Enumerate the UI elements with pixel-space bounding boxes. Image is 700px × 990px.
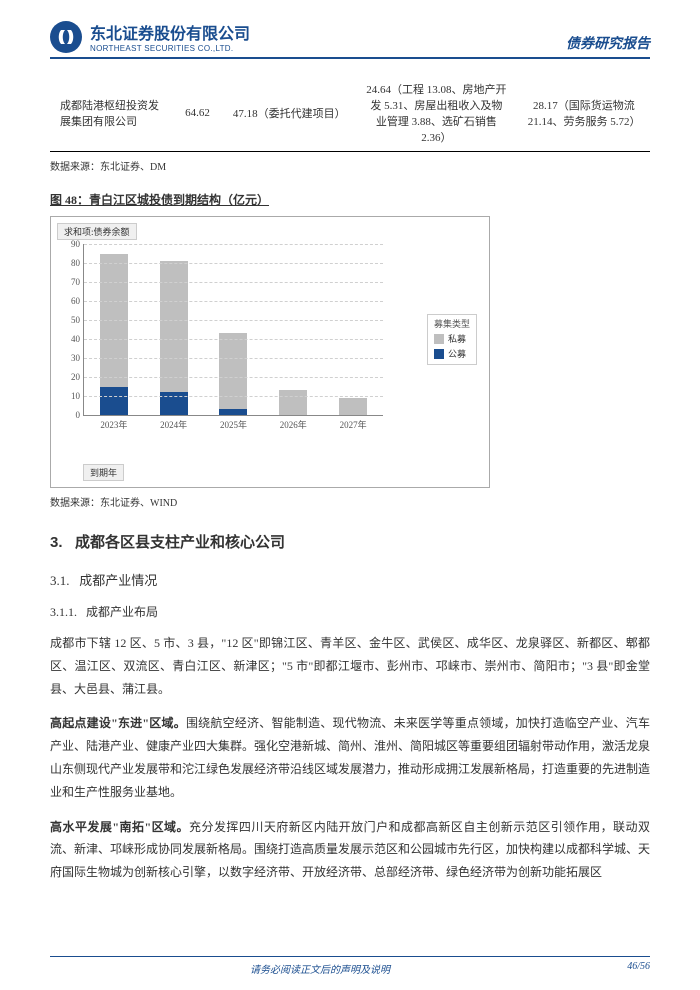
bar-segment-private <box>339 398 367 415</box>
company-name-cn: 东北证券股份有限公司 <box>90 20 250 44</box>
legend-swatch-private <box>434 334 444 344</box>
legend-label-private: 私募 <box>448 332 466 345</box>
bar-slot: 2023年 <box>94 244 134 415</box>
grid-line <box>84 301 383 302</box>
table-cell: 成都陆港枢纽投资发展集团有限公司 <box>50 75 172 152</box>
x-tick-label: 2027年 <box>340 418 367 431</box>
bar-slot: 2024年 <box>154 244 194 415</box>
y-tick-label: 10 <box>60 391 80 401</box>
chart-legend: 募集类型 私募 公募 <box>427 314 477 365</box>
data-table: 成都陆港枢纽投资发展集团有限公司 64.62 47.18（委托代建项目） 24.… <box>50 75 650 152</box>
legend-title: 募集类型 <box>434 317 470 330</box>
section-heading-2: 3.1. 成都产业情况 <box>50 570 650 589</box>
report-type: 债券研究报告 <box>566 33 650 53</box>
page-header: 东北证券股份有限公司 NORTHEAST SECURITIES CO.,LTD.… <box>50 20 650 59</box>
table-cell: 24.64（工程 13.08、房地产开发 5.31、房屋出租收入及物业管理 3.… <box>355 75 518 152</box>
page-number: 46/56 <box>590 961 650 976</box>
grid-line <box>84 282 383 283</box>
grid-line <box>84 244 383 245</box>
legend-swatch-public <box>434 349 444 359</box>
y-tick-label: 20 <box>60 372 80 382</box>
table-row: 成都陆港枢纽投资发展集团有限公司 64.62 47.18（委托代建项目） 24.… <box>50 75 650 152</box>
grid-line <box>84 358 383 359</box>
y-tick-label: 40 <box>60 334 80 344</box>
x-tick-label: 2023年 <box>100 418 127 431</box>
section-heading-1: 3. 成都各区县支柱产业和核心公司 <box>50 531 650 552</box>
chart-sum-label: 求和项:债券余额 <box>57 223 137 240</box>
grid-line <box>84 339 383 340</box>
h3-number: 3.1.1. <box>50 605 77 619</box>
h2-number: 3.1. <box>50 573 70 588</box>
bar-segment-private <box>160 261 188 392</box>
bar-segment-private <box>279 390 307 415</box>
company-logo-block: 东北证券股份有限公司 NORTHEAST SECURITIES CO.,LTD. <box>50 20 250 53</box>
h1-text: 成都各区县支柱产业和核心公司 <box>75 534 285 551</box>
x-tick-label: 2026年 <box>280 418 307 431</box>
grid-line <box>84 377 383 378</box>
body-paragraph: 成都市下辖 12 区、5 市、3 县，"12 区"即锦江区、青羊区、金牛区、武侯… <box>50 632 650 700</box>
grid-line <box>84 320 383 321</box>
body-paragraph: 高水平发展"南拓"区域。充分发挥四川天府新区内陆开放门户和成都高新区自主创新示范… <box>50 816 650 884</box>
table-cell: 47.18（委托代建项目） <box>223 75 355 152</box>
bar-slot: 2026年 <box>273 244 313 415</box>
section-heading-3: 3.1.1. 成都产业布局 <box>50 603 650 620</box>
footer-disclaimer: 请务必阅读正文后的声明及说明 <box>50 961 590 976</box>
paragraph-lead: 高水平发展"南拓"区域。 <box>50 820 189 834</box>
legend-item-public: 公募 <box>434 347 470 360</box>
bar-segment-private <box>219 333 247 409</box>
chart-area: 2023年 2024年 2025年 2026年 2027年 0 10 20 30 40 50 60 7… <box>57 244 483 444</box>
legend-item-private: 私募 <box>434 332 470 345</box>
y-tick-label: 70 <box>60 277 80 287</box>
h1-number: 3. <box>50 534 63 551</box>
y-tick-label: 50 <box>60 315 80 325</box>
bar-slot: 2027年 <box>333 244 373 415</box>
figure-source: 数据来源：东北证券、WIND <box>50 494 650 509</box>
bar-slot: 2025年 <box>213 244 253 415</box>
y-tick-label: 30 <box>60 353 80 363</box>
y-tick-label: 90 <box>60 239 80 249</box>
y-tick-label: 60 <box>60 296 80 306</box>
x-tick-label: 2025年 <box>220 418 247 431</box>
table-cell: 28.17（国际货运物流 21.14、劳务服务 5.72） <box>518 75 650 152</box>
page-footer: 请务必阅读正文后的声明及说明 46/56 <box>50 956 650 976</box>
y-tick-label: 80 <box>60 258 80 268</box>
chart-plot: 2023年2024年2025年2026年2027年 01020304050607… <box>83 244 383 416</box>
chart-bars: 2023年 2024年 2025年 2026年 2027年 <box>84 244 383 415</box>
legend-label-public: 公募 <box>448 347 466 360</box>
x-axis-label: 到期年 <box>83 464 124 481</box>
h2-text: 成都产业情况 <box>79 573 157 588</box>
table-cell: 64.62 <box>172 75 223 152</box>
chart-frame: 求和项:债券余额 2023年2024年2025年2026年2027年 01020… <box>50 216 490 488</box>
figure-title: 图 48：青白江区城投债到期结构（亿元） <box>50 191 650 208</box>
y-tick-label: 0 <box>60 410 80 420</box>
bar-segment-public <box>100 387 128 416</box>
grid-line <box>84 396 383 397</box>
x-tick-label: 2024年 <box>160 418 187 431</box>
table-source: 数据来源：东北证券、DM <box>50 158 650 173</box>
body-paragraph: 高起点建设"东进"区域。围绕航空经济、智能制造、现代物流、未来医学等重点领域，加… <box>50 712 650 803</box>
h3-text: 成都产业布局 <box>86 605 158 619</box>
paragraph-lead: 高起点建设"东进"区域。 <box>50 716 186 730</box>
grid-line <box>84 263 383 264</box>
bar-segment-public <box>219 409 247 415</box>
company-logo-icon <box>50 21 82 53</box>
company-name-en: NORTHEAST SECURITIES CO.,LTD. <box>90 44 250 53</box>
